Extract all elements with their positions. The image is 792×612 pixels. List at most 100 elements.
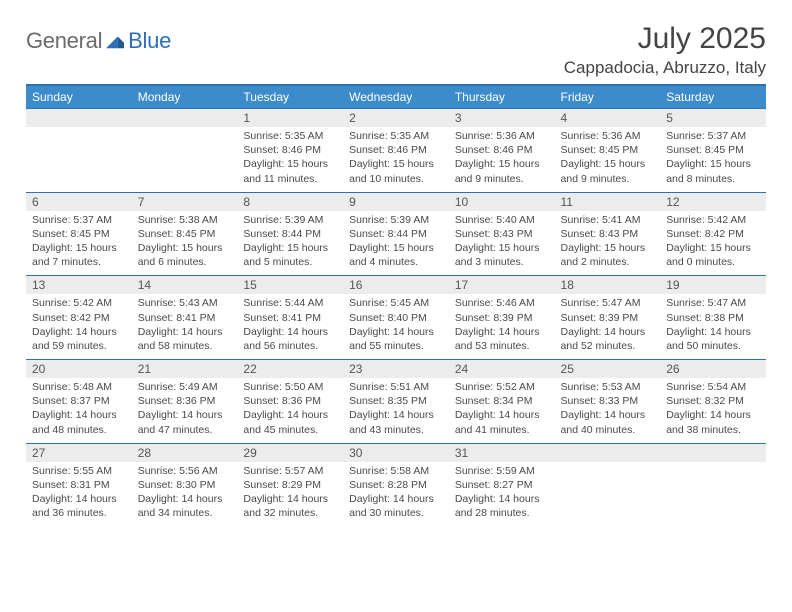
logo-text-b: Blue	[128, 28, 171, 54]
sunrise-line: Sunrise: 5:42 AM	[666, 213, 760, 227]
day-header: Tuesday	[237, 86, 343, 108]
calendar-cell: 29Sunrise: 5:57 AMSunset: 8:29 PMDayligh…	[237, 443, 343, 527]
day-body: Sunrise: 5:52 AMSunset: 8:34 PMDaylight:…	[449, 378, 555, 443]
sunset-line: Sunset: 8:36 PM	[243, 394, 337, 408]
daylight-line: Daylight: 15 hours and 9 minutes.	[455, 157, 549, 185]
sunrise-line: Sunrise: 5:37 AM	[666, 129, 760, 143]
daylight-line: Daylight: 15 hours and 11 minutes.	[243, 157, 337, 185]
calendar-cell: 28Sunrise: 5:56 AMSunset: 8:30 PMDayligh…	[132, 443, 238, 527]
sunset-line: Sunset: 8:30 PM	[138, 478, 232, 492]
day-header: Thursday	[449, 86, 555, 108]
day-number: 8	[237, 192, 343, 211]
sunset-line: Sunset: 8:44 PM	[349, 227, 443, 241]
day-body: Sunrise: 5:51 AMSunset: 8:35 PMDaylight:…	[343, 378, 449, 443]
sunrise-line: Sunrise: 5:36 AM	[561, 129, 655, 143]
sunset-line: Sunset: 8:44 PM	[243, 227, 337, 241]
day-header-row: SundayMondayTuesdayWednesdayThursdayFrid…	[26, 86, 766, 108]
day-header: Friday	[555, 86, 661, 108]
daylight-line: Daylight: 14 hours and 38 minutes.	[666, 408, 760, 436]
sunset-line: Sunset: 8:40 PM	[349, 311, 443, 325]
day-number: 15	[237, 275, 343, 294]
calendar-cell-empty	[132, 108, 238, 192]
day-body	[132, 127, 238, 181]
day-body	[26, 127, 132, 181]
day-body: Sunrise: 5:39 AMSunset: 8:44 PMDaylight:…	[343, 211, 449, 276]
day-number: 21	[132, 359, 238, 378]
title-block: July 2025 Cappadocia, Abruzzo, Italy	[564, 22, 766, 78]
day-body: Sunrise: 5:37 AMSunset: 8:45 PMDaylight:…	[26, 211, 132, 276]
day-number: 31	[449, 443, 555, 462]
daylight-line: Daylight: 14 hours and 53 minutes.	[455, 325, 549, 353]
day-header: Sunday	[26, 86, 132, 108]
calendar-cell: 14Sunrise: 5:43 AMSunset: 8:41 PMDayligh…	[132, 275, 238, 359]
sunset-line: Sunset: 8:41 PM	[138, 311, 232, 325]
day-body	[660, 462, 766, 516]
day-body: Sunrise: 5:38 AMSunset: 8:45 PMDaylight:…	[132, 211, 238, 276]
day-number: 28	[132, 443, 238, 462]
day-body: Sunrise: 5:46 AMSunset: 8:39 PMDaylight:…	[449, 294, 555, 359]
sunrise-line: Sunrise: 5:47 AM	[561, 296, 655, 310]
day-number: 17	[449, 275, 555, 294]
calendar-cell: 2Sunrise: 5:35 AMSunset: 8:46 PMDaylight…	[343, 108, 449, 192]
day-body: Sunrise: 5:47 AMSunset: 8:38 PMDaylight:…	[660, 294, 766, 359]
sunrise-line: Sunrise: 5:45 AM	[349, 296, 443, 310]
sunrise-line: Sunrise: 5:52 AM	[455, 380, 549, 394]
day-number: 29	[237, 443, 343, 462]
sunset-line: Sunset: 8:43 PM	[561, 227, 655, 241]
calendar-cell: 10Sunrise: 5:40 AMSunset: 8:43 PMDayligh…	[449, 192, 555, 276]
daylight-line: Daylight: 15 hours and 4 minutes.	[349, 241, 443, 269]
daylight-line: Daylight: 14 hours and 45 minutes.	[243, 408, 337, 436]
day-number: 6	[26, 192, 132, 211]
daylight-line: Daylight: 14 hours and 41 minutes.	[455, 408, 549, 436]
day-number: 9	[343, 192, 449, 211]
sunrise-line: Sunrise: 5:43 AM	[138, 296, 232, 310]
daylight-line: Daylight: 14 hours and 52 minutes.	[561, 325, 655, 353]
sunset-line: Sunset: 8:41 PM	[243, 311, 337, 325]
sunrise-line: Sunrise: 5:54 AM	[666, 380, 760, 394]
sunrise-line: Sunrise: 5:56 AM	[138, 464, 232, 478]
day-header: Wednesday	[343, 86, 449, 108]
calendar-week-row: 1Sunrise: 5:35 AMSunset: 8:46 PMDaylight…	[26, 108, 766, 192]
sunset-line: Sunset: 8:36 PM	[138, 394, 232, 408]
calendar-cell: 22Sunrise: 5:50 AMSunset: 8:36 PMDayligh…	[237, 359, 343, 443]
day-body: Sunrise: 5:49 AMSunset: 8:36 PMDaylight:…	[132, 378, 238, 443]
daylight-line: Daylight: 14 hours and 59 minutes.	[32, 325, 126, 353]
day-number	[660, 443, 766, 462]
day-number: 3	[449, 108, 555, 127]
day-number: 12	[660, 192, 766, 211]
sunset-line: Sunset: 8:46 PM	[243, 143, 337, 157]
day-header: Saturday	[660, 86, 766, 108]
sunrise-line: Sunrise: 5:53 AM	[561, 380, 655, 394]
calendar-week-row: 6Sunrise: 5:37 AMSunset: 8:45 PMDaylight…	[26, 192, 766, 276]
sunrise-line: Sunrise: 5:51 AM	[349, 380, 443, 394]
sunrise-line: Sunrise: 5:37 AM	[32, 213, 126, 227]
month-title: July 2025	[564, 22, 766, 56]
daylight-line: Daylight: 15 hours and 0 minutes.	[666, 241, 760, 269]
sunrise-line: Sunrise: 5:55 AM	[32, 464, 126, 478]
day-body: Sunrise: 5:39 AMSunset: 8:44 PMDaylight:…	[237, 211, 343, 276]
day-number: 1	[237, 108, 343, 127]
calendar-cell: 18Sunrise: 5:47 AMSunset: 8:39 PMDayligh…	[555, 275, 661, 359]
sunset-line: Sunset: 8:34 PM	[455, 394, 549, 408]
daylight-line: Daylight: 14 hours and 48 minutes.	[32, 408, 126, 436]
sunset-line: Sunset: 8:46 PM	[455, 143, 549, 157]
day-body: Sunrise: 5:36 AMSunset: 8:45 PMDaylight:…	[555, 127, 661, 192]
sunrise-line: Sunrise: 5:48 AM	[32, 380, 126, 394]
calendar-cell: 21Sunrise: 5:49 AMSunset: 8:36 PMDayligh…	[132, 359, 238, 443]
sunset-line: Sunset: 8:45 PM	[561, 143, 655, 157]
calendar-cell: 31Sunrise: 5:59 AMSunset: 8:27 PMDayligh…	[449, 443, 555, 527]
calendar-cell: 19Sunrise: 5:47 AMSunset: 8:38 PMDayligh…	[660, 275, 766, 359]
daylight-line: Daylight: 15 hours and 5 minutes.	[243, 241, 337, 269]
sunrise-line: Sunrise: 5:47 AM	[666, 296, 760, 310]
day-number: 2	[343, 108, 449, 127]
day-body: Sunrise: 5:40 AMSunset: 8:43 PMDaylight:…	[449, 211, 555, 276]
sunrise-line: Sunrise: 5:58 AM	[349, 464, 443, 478]
calendar-cell: 12Sunrise: 5:42 AMSunset: 8:42 PMDayligh…	[660, 192, 766, 276]
daylight-line: Daylight: 15 hours and 2 minutes.	[561, 241, 655, 269]
daylight-line: Daylight: 14 hours and 36 minutes.	[32, 492, 126, 520]
calendar-cell: 23Sunrise: 5:51 AMSunset: 8:35 PMDayligh…	[343, 359, 449, 443]
daylight-line: Daylight: 14 hours and 55 minutes.	[349, 325, 443, 353]
day-body: Sunrise: 5:42 AMSunset: 8:42 PMDaylight:…	[660, 211, 766, 276]
daylight-line: Daylight: 15 hours and 6 minutes.	[138, 241, 232, 269]
day-body: Sunrise: 5:45 AMSunset: 8:40 PMDaylight:…	[343, 294, 449, 359]
